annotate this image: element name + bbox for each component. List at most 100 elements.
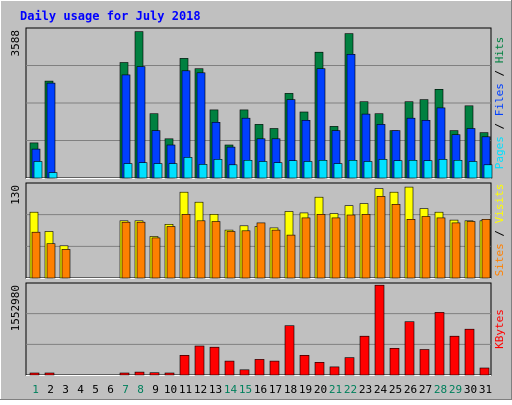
legend-item-hits: Hits (493, 37, 506, 64)
bar-sites-day-16 (256, 222, 266, 279)
chart-panel-3: 1552980 KBytes (9, 282, 506, 376)
x-tick-label-day-12: 12 (194, 383, 207, 396)
bar-sites-day-30 (466, 221, 476, 279)
x-tick-label-day-3: 3 (62, 383, 69, 396)
bar-kbytes-day-22 (344, 357, 355, 376)
x-tick-label-day-26: 26 (404, 383, 417, 396)
bar-pages-day-29 (453, 160, 463, 179)
x-tick-label-day-30: 30 (464, 383, 477, 396)
bar-sites-day-26 (406, 219, 416, 279)
bar-kbytes-day-27 (419, 349, 430, 376)
x-tick-label-day-23: 23 (359, 383, 372, 396)
legend-1: Pages / Files / Hits (493, 37, 506, 170)
bar-pages-day-23 (363, 161, 373, 179)
bar-kbytes-day-13 (209, 346, 220, 376)
bar-kbytes-day-20 (314, 361, 325, 376)
bar-sites-day-9 (151, 237, 161, 279)
x-tick-label-day-20: 20 (314, 383, 327, 396)
bar-sites-day-27 (421, 216, 431, 279)
x-axis-labels: 1 2 3 4 5 6 7 8 9 10 11 12 13 14 15 16 17 18 19 20 21 22 23 24 2… (32, 383, 492, 396)
panels: 3588 Pages / Files / Hits 130 Sites / Visit… (9, 27, 506, 376)
bar-sites-day-7 (121, 221, 131, 279)
x-tick-label-day-18: 18 (284, 383, 297, 396)
chart-title: Daily usage for July 2018 (20, 9, 201, 23)
x-tick-label-day-11: 11 (179, 383, 192, 396)
bar-kbytes-day-2 (44, 372, 55, 376)
bar-pages-day-13 (213, 159, 223, 179)
x-tick-label-day-13: 13 (209, 383, 222, 396)
x-tick-label-day-16: 16 (254, 383, 267, 396)
bar-kbytes-day-28 (434, 312, 445, 376)
legend-item-files: Files (493, 83, 506, 116)
bar-sites-day-13 (211, 221, 221, 279)
bar-kbytes-day-7 (119, 372, 130, 376)
bar-files-day-22 (346, 53, 356, 179)
bar-kbytes-day-11 (179, 354, 190, 376)
bar-kbytes-day-1 (29, 372, 40, 376)
x-tick-label-day-7: 7 (122, 383, 129, 396)
bar-pages-day-12 (198, 164, 208, 179)
bar-pages-day-31 (483, 164, 493, 179)
x-tick-label-day-9: 9 (152, 383, 159, 396)
bar-kbytes-day-25 (389, 347, 400, 376)
bar-pages-day-16 (258, 161, 268, 179)
x-tick-label-day-1: 1 (32, 383, 39, 396)
bar-kbytes-day-24 (374, 284, 385, 376)
bar-files-day-12 (196, 72, 206, 179)
bar-sites-day-18 (286, 234, 296, 279)
x-tick-label-day-19: 19 (299, 383, 312, 396)
bar-sites-day-8 (136, 221, 146, 279)
x-tick-label-day-29: 29 (449, 383, 462, 396)
bar-kbytes-day-26 (404, 321, 415, 376)
bar-pages-day-25 (393, 160, 403, 179)
bar-pages-day-8 (138, 162, 148, 179)
legend-separator: / (493, 223, 506, 243)
bar-sites-day-25 (391, 204, 401, 279)
bar-sites-day-3 (61, 249, 71, 279)
legend-separator: / (493, 116, 506, 136)
bar-pages-day-14 (228, 164, 238, 179)
x-tick-label-day-6: 6 (107, 383, 114, 396)
bar-kbytes-day-19 (299, 354, 310, 376)
chart-panel-2: 130 Sites / Visits (9, 182, 506, 279)
bar-pages-day-9 (153, 163, 163, 179)
x-tick-label-day-4: 4 (77, 383, 84, 396)
bar-sites-day-17 (271, 229, 281, 279)
bar-pages-day-26 (408, 160, 418, 179)
bar-sites-day-23 (361, 214, 371, 279)
legend-item-sites: Sites (493, 243, 506, 276)
bar-pages-day-18 (288, 160, 298, 179)
bar-sites-day-19 (301, 217, 311, 279)
bar-kbytes-day-17 (269, 360, 280, 376)
bar-pages-day-17 (273, 162, 283, 179)
legend-item-kbytes: KBytes (493, 309, 506, 349)
bar-sites-day-20 (316, 214, 326, 279)
bar-sites-day-22 (346, 214, 356, 279)
x-tick-label-day-28: 28 (434, 383, 447, 396)
bar-sites-day-1 (31, 231, 41, 279)
bar-kbytes-day-18 (284, 325, 295, 376)
bar-sites-day-29 (451, 222, 461, 279)
bar-pages-day-1 (33, 161, 43, 179)
bar-sites-day-31 (481, 219, 491, 279)
bar-kbytes-day-14 (224, 360, 235, 376)
bar-pages-day-15 (243, 160, 253, 179)
legend-separator: / (493, 63, 506, 83)
legend-item-visits: Visits (493, 184, 506, 224)
bar-sites-day-14 (226, 231, 236, 279)
bar-pages-day-11 (183, 157, 193, 179)
y-axis-max-label: 130 (9, 185, 22, 205)
x-tick-label-day-22: 22 (344, 383, 357, 396)
bar-kbytes-day-8 (134, 371, 145, 376)
x-tick-label-day-21: 21 (329, 383, 342, 396)
x-tick-label-day-31: 31 (479, 383, 492, 396)
x-tick-label-day-2: 2 (47, 383, 54, 396)
bar-kbytes-day-12 (194, 345, 205, 376)
x-tick-label-day-8: 8 (137, 383, 144, 396)
bar-sites-day-10 (166, 226, 176, 279)
x-tick-label-day-10: 10 (164, 383, 177, 396)
x-tick-label-day-25: 25 (389, 383, 402, 396)
bar-kbytes-day-29 (449, 335, 460, 376)
x-tick-label-day-5: 5 (92, 383, 99, 396)
